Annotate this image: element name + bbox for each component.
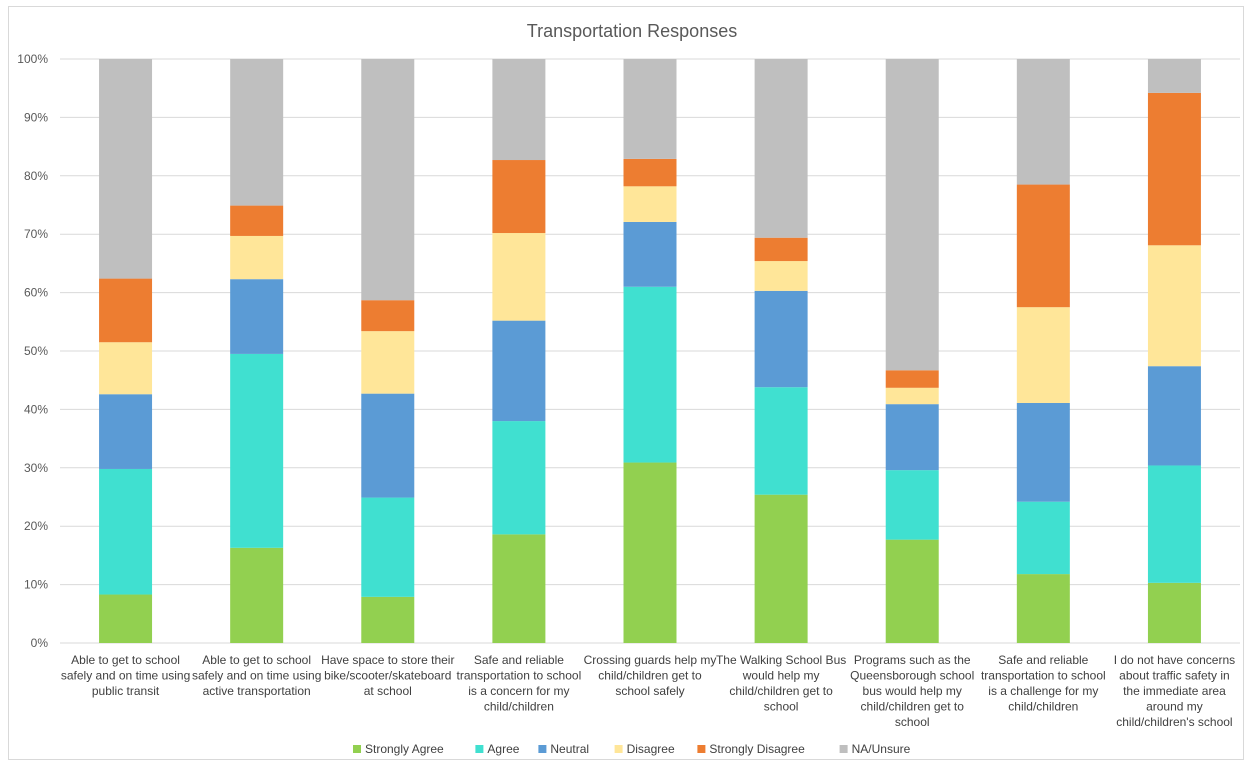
y-tick-label: 50% <box>24 344 48 358</box>
bar-segment <box>230 353 284 548</box>
bar-segment <box>623 186 677 222</box>
x-category-label: Able to get to school safely and on time … <box>192 653 321 698</box>
bar-segment <box>1016 184 1070 308</box>
bar-segment <box>1147 92 1201 246</box>
bar-segment <box>99 59 153 279</box>
legend-item: Strongly Disagree <box>697 742 805 756</box>
x-category-label: Crossing guards help my child/children ge… <box>584 653 717 698</box>
bar-segment <box>623 158 677 187</box>
y-tick-label: 100% <box>17 52 48 66</box>
legend-item: Agree <box>475 742 520 756</box>
legend-swatch <box>839 745 848 753</box>
legend-item: Disagree <box>614 742 675 756</box>
bar-segment <box>99 342 153 395</box>
legend-swatch <box>614 745 623 753</box>
y-tick-label: 0% <box>31 636 49 650</box>
y-tick-label: 10% <box>24 578 48 592</box>
x-category-label: Safe and reliable transportation to schoo… <box>457 653 582 714</box>
y-tick-label: 20% <box>24 519 48 533</box>
bar-segment <box>492 421 546 535</box>
bar-segment <box>1147 465 1201 583</box>
bar-segment <box>1147 59 1201 93</box>
bar-segment <box>885 387 939 405</box>
y-axis: 0% 10% 20% 30% 40% 50% 60% 70% 80% 90% 100% <box>17 52 48 650</box>
x-category-label: The Walking School Bus would help my child… <box>716 653 846 714</box>
bar-segment <box>99 278 153 343</box>
legend-label: Strongly Agree <box>365 742 444 756</box>
x-category-label: Able to get to school safely and on time … <box>61 653 190 698</box>
bar-segment <box>361 393 415 498</box>
legend-label: NA/Unsure <box>852 742 911 756</box>
x-category-label: Have space to store their bike/scooter/sk… <box>321 653 454 698</box>
bar-segment <box>885 370 939 388</box>
bar-segment <box>361 331 415 394</box>
bar-segment <box>885 470 939 540</box>
legend-swatch <box>475 745 484 753</box>
legend-label: Neutral <box>550 742 589 756</box>
bar-segment <box>1147 582 1201 643</box>
legend: Strongly Agree Agree Neutral Disagree Strong… <box>353 742 911 756</box>
bar-segment <box>1016 307 1070 403</box>
bar-segment <box>230 547 284 643</box>
bar-segment <box>230 279 284 354</box>
bar-segment <box>1147 245 1201 367</box>
y-tick-label: 80% <box>24 169 48 183</box>
bar-segment <box>623 221 677 287</box>
chart-title: Transportation Responses <box>527 21 737 41</box>
bar-segment <box>754 261 808 291</box>
bar-segment <box>230 59 284 206</box>
bar-segment <box>99 394 153 469</box>
bar-segment <box>492 59 546 161</box>
legend-item: Neutral <box>538 742 589 756</box>
bar-segment <box>1016 574 1070 643</box>
bar-segment <box>623 286 677 463</box>
bar-segment <box>492 160 546 234</box>
x-category-label: Programs such as the Queensborough school… <box>850 653 974 729</box>
bar-segment <box>754 387 808 495</box>
bars <box>99 59 1201 643</box>
x-category-label: I do not have concerns about traffic safe… <box>1114 653 1235 729</box>
bar-segment <box>361 59 415 301</box>
y-tick-label: 60% <box>24 286 48 300</box>
bar-segment <box>361 300 415 332</box>
bar-segment <box>885 539 939 643</box>
bar-segment <box>99 468 153 595</box>
y-tick-label: 40% <box>24 402 48 416</box>
bar-segment <box>492 233 546 321</box>
bar-segment <box>1016 501 1070 575</box>
bar-segment <box>754 290 808 388</box>
bar-segment <box>754 59 808 238</box>
x-category-label: Safe and reliable transportation to schoo… <box>981 653 1106 714</box>
x-axis-labels: Able to get to school safely and on time … <box>61 653 1235 729</box>
legend-swatch <box>353 745 361 753</box>
y-tick-label: 30% <box>24 461 48 475</box>
y-tick-label: 70% <box>24 227 48 241</box>
bar-segment <box>754 494 808 643</box>
bar-segment <box>230 235 284 280</box>
bar-segment <box>623 462 677 643</box>
bar-segment <box>361 596 415 643</box>
legend-label: Disagree <box>627 742 675 756</box>
bar-segment <box>230 205 284 236</box>
y-tick-label: 90% <box>24 110 48 124</box>
bar-segment <box>885 59 939 371</box>
legend-label: Agree <box>487 742 519 756</box>
legend-item: Strongly Agree <box>353 742 444 756</box>
bar-segment <box>1016 59 1070 185</box>
legend-label: Strongly Disagree <box>709 742 805 756</box>
bar-segment <box>623 59 677 159</box>
bar-segment <box>361 497 415 597</box>
bar-segment <box>1016 402 1070 502</box>
legend-swatch <box>538 745 547 753</box>
bar-segment <box>492 320 546 422</box>
bar-segment <box>885 404 939 471</box>
bar-segment <box>754 237 808 262</box>
bar-segment <box>1147 366 1201 466</box>
bar-segment <box>99 594 153 643</box>
legend-item: NA/Unsure <box>839 742 911 756</box>
bar-segment <box>492 534 546 643</box>
legend-swatch <box>697 745 706 753</box>
